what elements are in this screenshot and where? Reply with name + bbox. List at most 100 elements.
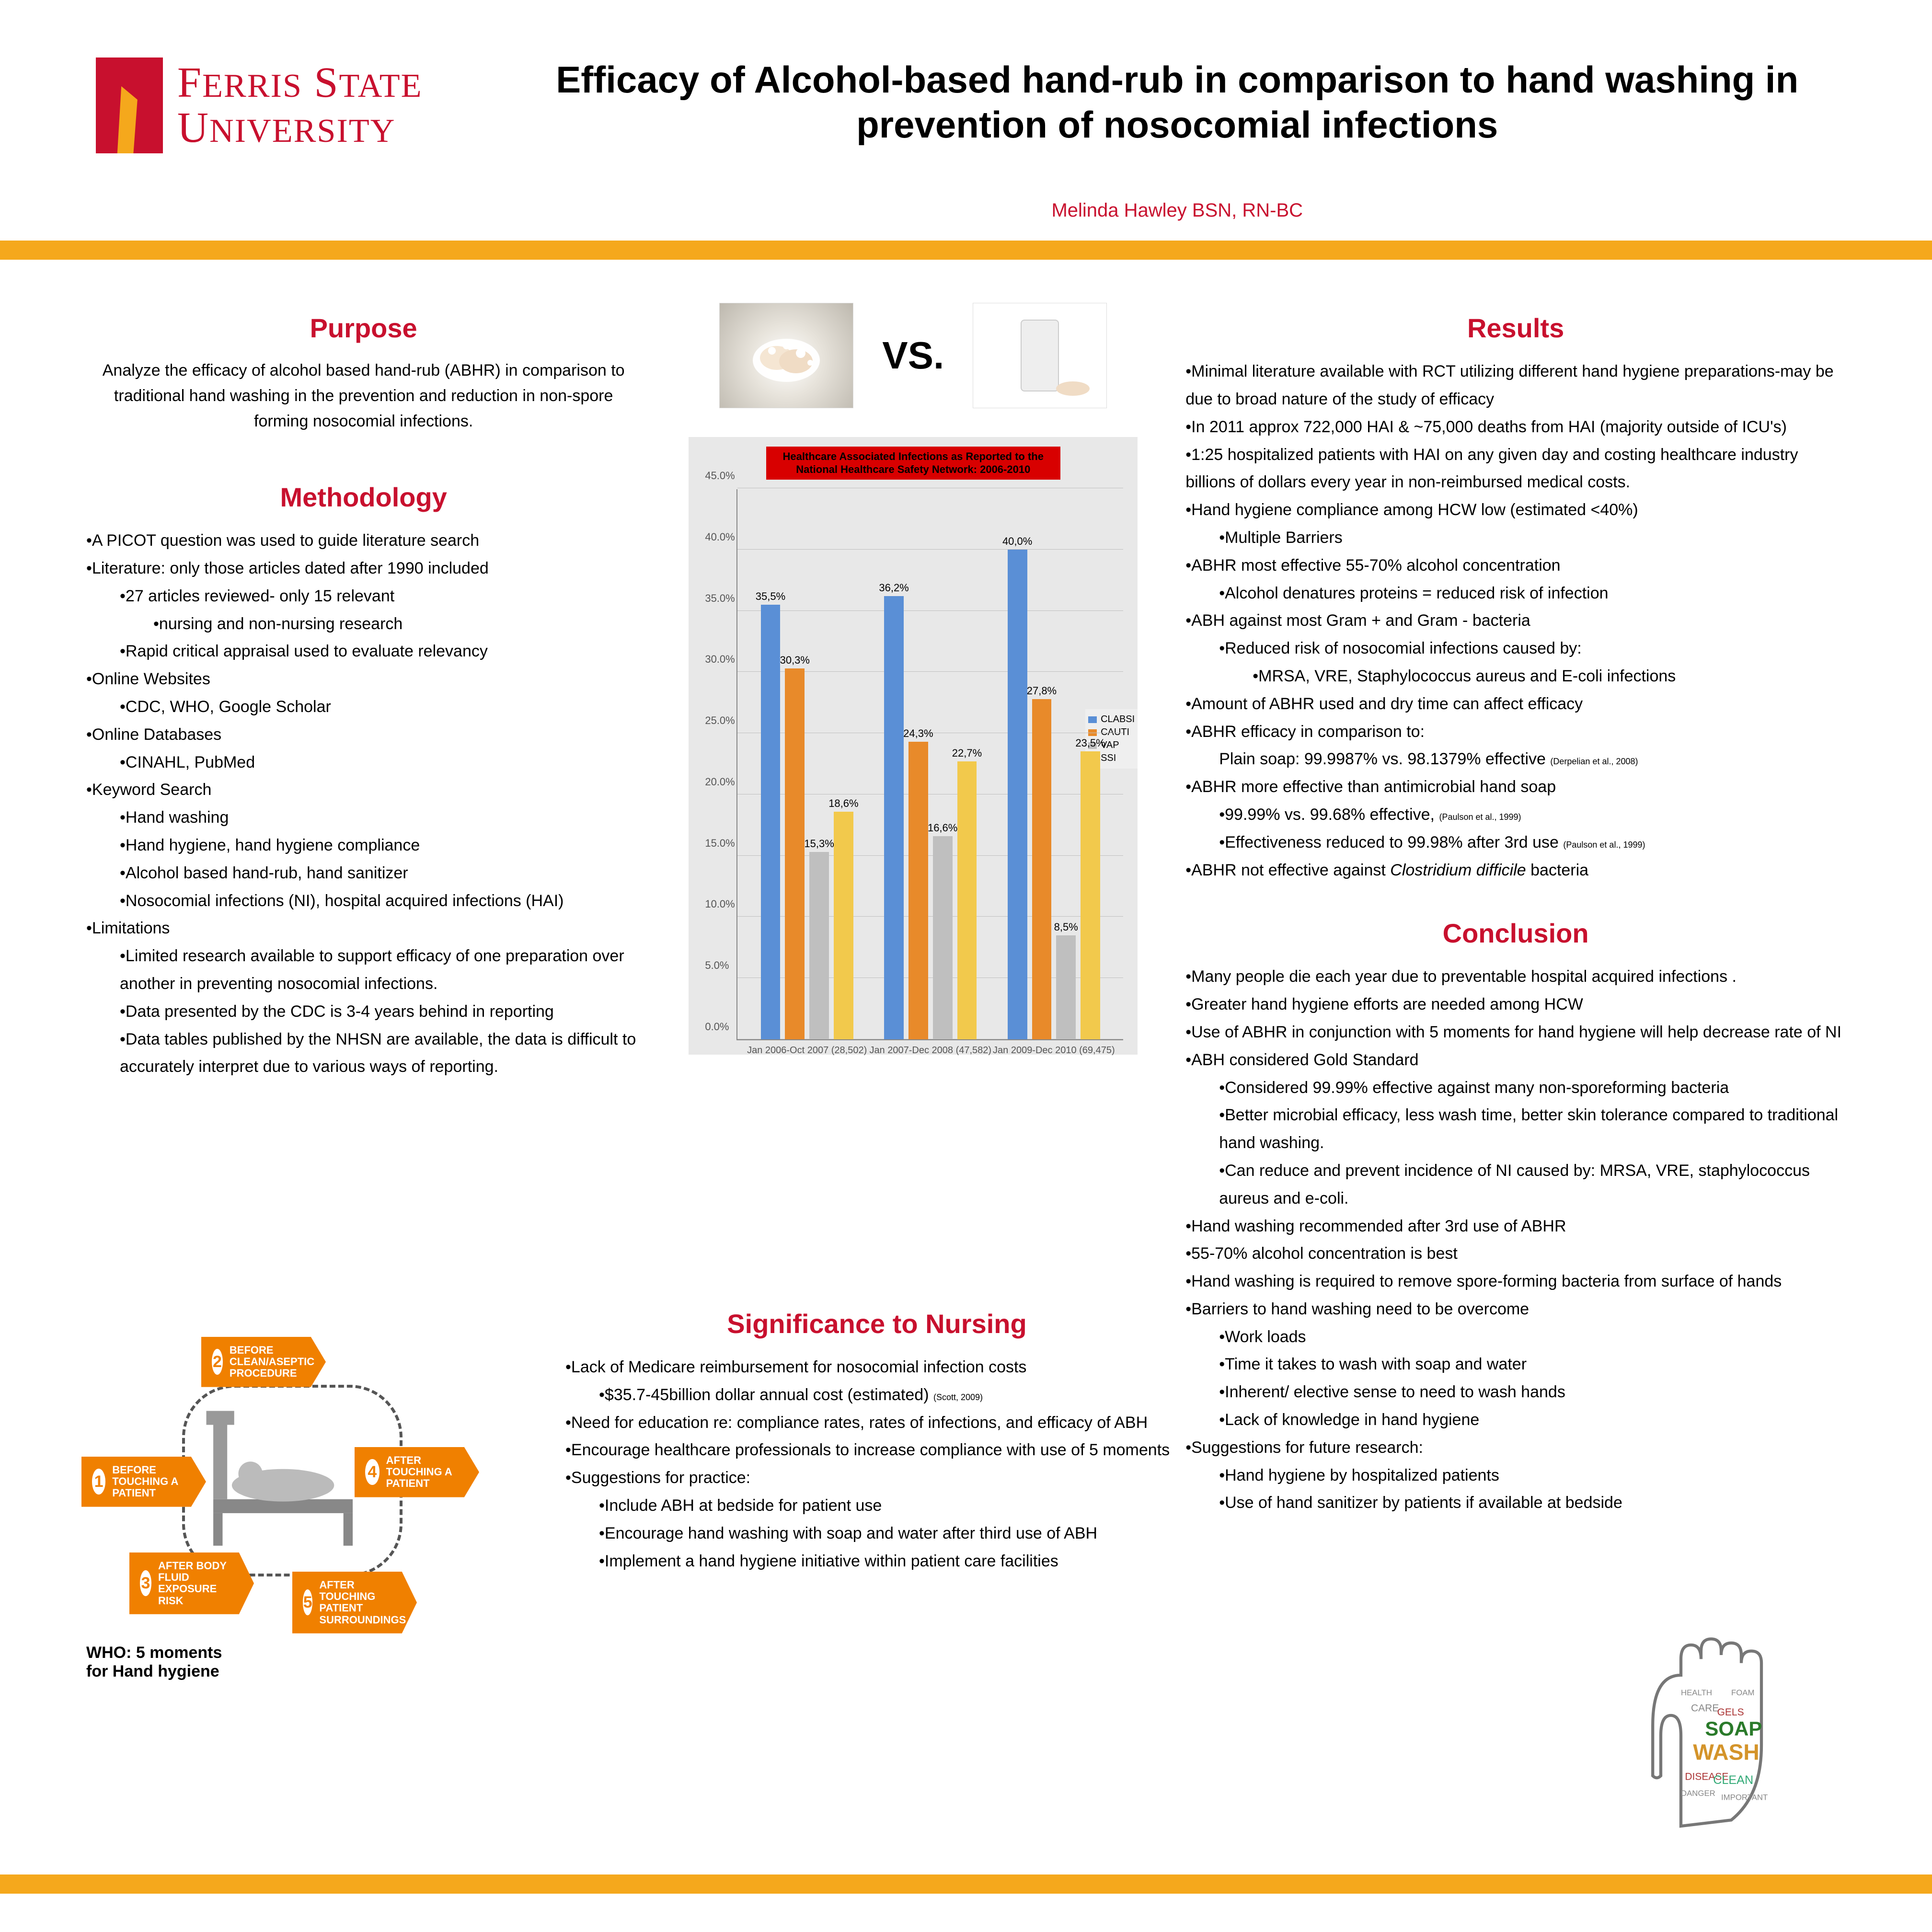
bar-value-label: 27,8%	[1027, 685, 1057, 697]
y-axis-label: 25.0%	[705, 714, 735, 727]
list-item: •Suggestions for practice:	[565, 1464, 1188, 1492]
svg-text:WASH: WASH	[1693, 1739, 1760, 1764]
bar-value-label: 36,2%	[879, 582, 908, 594]
poster-title: Efficacy of Alcohol-based hand-rub in co…	[518, 58, 1836, 147]
bar-value-label: 16,6%	[928, 822, 957, 834]
list-item: •Hand hygiene by hospitalized patients	[1219, 1462, 1846, 1490]
results-heading: Results	[1185, 312, 1846, 344]
svg-text:FOAM: FOAM	[1731, 1688, 1754, 1697]
list-item: •$35.7-45billion dollar annual cost (est…	[599, 1381, 1188, 1409]
list-item: •Alcohol denatures proteins = reduced ri…	[1219, 580, 1846, 608]
list-item: •Many people die each year due to preven…	[1185, 963, 1846, 991]
list-item: •ABHR more effective than antimicrobial …	[1185, 773, 1846, 801]
list-item: •Online Websites	[86, 666, 641, 693]
bar-group: 36,2%24,3%16,6%22,7%Jan 2007-Dec 2008 (4…	[884, 596, 977, 1039]
bar-value-label: 35,5%	[756, 590, 785, 603]
y-axis-label: 15.0%	[705, 837, 735, 850]
list-item: •Lack of knowledge in hand hygiene	[1219, 1406, 1846, 1434]
bar-value-label: 30,3%	[780, 654, 810, 667]
methodology-heading: Methodology	[86, 482, 641, 513]
logo-text: FERRIS STATE UNIVERSITY	[177, 60, 422, 151]
bar: 15,3%	[809, 852, 829, 1039]
list-item: •Use of ABHR in conjunction with 5 momen…	[1185, 1019, 1846, 1046]
list-item: •nursing and non-nursing research	[153, 610, 641, 638]
list-item: •ABH considered Gold Standard	[1185, 1046, 1846, 1074]
x-axis-label: Jan 2006-Oct 2007 (28,502)	[747, 1045, 867, 1056]
list-item: •CDC, WHO, Google Scholar	[120, 693, 641, 721]
y-axis-label: 40.0%	[705, 531, 735, 543]
bar-group: 40,0%27,8%8,5%23,5%Jan 2009-Dec 2010 (69…	[1008, 550, 1100, 1039]
handwashing-image	[719, 303, 853, 408]
moment-arrow-1: 1BEFORE TOUCHING A PATIENT	[81, 1457, 206, 1507]
svg-text:CARE: CARE	[1691, 1703, 1719, 1714]
author-name: Melinda Hawley BSN, RN-BC	[518, 200, 1836, 221]
bar-value-label: 22,7%	[952, 747, 982, 759]
bar: 8,5%	[1056, 935, 1076, 1039]
list-item: •Limited research available to support e…	[120, 943, 641, 998]
svg-text:SOAP: SOAP	[1705, 1717, 1762, 1740]
list-item: •Need for education re: compliance rates…	[565, 1409, 1188, 1437]
bar-value-label: 23,5%	[1075, 737, 1105, 749]
results-list: •Minimal literature available with RCT u…	[1185, 358, 1846, 884]
significance-heading: Significance to Nursing	[565, 1308, 1188, 1339]
svg-text:HEALTH: HEALTH	[1681, 1688, 1712, 1697]
hand-wordcloud-icon: SOAP WASH CARE GELS DISEASE CLEAN HEALTH…	[1621, 1635, 1822, 1836]
list-item: •Use of hand sanitizer by patients if av…	[1219, 1489, 1846, 1517]
list-item: •Work loads	[1219, 1323, 1846, 1351]
who-5-moments-diagram: 1BEFORE TOUCHING A PATIENT2BEFORE CLEAN/…	[86, 1332, 508, 1681]
moment-arrow-2: 2BEFORE CLEAN/ASEPTIC PROCEDURE	[201, 1337, 326, 1387]
list-item: •Inherent/ elective sense to need to was…	[1219, 1379, 1846, 1406]
moments-graphic: 1BEFORE TOUCHING A PATIENT2BEFORE CLEAN/…	[86, 1332, 479, 1639]
list-item: •Keyword Search	[86, 776, 641, 804]
svg-text:IMPORTANT: IMPORTANT	[1721, 1793, 1768, 1802]
moment-arrow-4: 4AFTER TOUCHING A PATIENT	[355, 1447, 479, 1497]
list-item: •MRSA, VRE, Staphylococcus aureus and E-…	[1253, 663, 1846, 690]
list-item: •Hand hygiene, hand hygiene compliance	[120, 832, 641, 860]
right-column: Results •Minimal literature available wi…	[1185, 298, 1846, 1517]
vs-comparison: VS.	[689, 303, 1138, 408]
chart-plot-area: CLABSICAUTIVAPSSI 0.0%5.0%10.0%15.0%20.0…	[736, 489, 1123, 1040]
bar-value-label: 40,0%	[1002, 535, 1032, 548]
list-item: •Time it takes to wash with soap and wat…	[1219, 1351, 1846, 1379]
bar-value-label: 24,3%	[903, 727, 933, 740]
y-axis-label: 10.0%	[705, 898, 735, 910]
hand-wordcloud-image: SOAP WASH CARE GELS DISEASE CLEAN HEALTH…	[1621, 1635, 1822, 1836]
list-item: •Online Databases	[86, 721, 641, 749]
y-axis-label: 30.0%	[705, 653, 735, 666]
list-item: •Barriers to hand washing need to be ove…	[1185, 1296, 1846, 1323]
list-item: •ABHR efficacy in comparison to:	[1185, 718, 1846, 746]
bar: 23,5%	[1081, 751, 1100, 1039]
bar: 16,6%	[933, 836, 953, 1039]
list-item: •ABH against most Gram + and Gram - bact…	[1185, 607, 1846, 635]
y-axis-label: 0.0%	[705, 1021, 729, 1033]
list-item: •Include ABH at bedside for patient use	[599, 1492, 1188, 1520]
list-item: •Rapid critical appraisal used to evalua…	[120, 638, 641, 666]
y-axis-label: 5.0%	[705, 959, 729, 972]
svg-text:DANGER: DANGER	[1681, 1789, 1715, 1798]
title-block: Efficacy of Alcohol-based hand-rub in co…	[518, 58, 1836, 221]
list-item: •ABHR not effective against Clostridium …	[1185, 857, 1846, 885]
list-item: •Data tables published by the NHSN are a…	[120, 1026, 641, 1081]
x-axis-label: Jan 2007-Dec 2008 (47,582)	[869, 1045, 991, 1056]
sanitizer-dispenser-image	[973, 303, 1107, 408]
logo-mark-icon	[96, 58, 163, 153]
list-item: •Can reduce and prevent incidence of NI …	[1219, 1157, 1846, 1213]
significance-list: •Lack of Medicare reimbursement for noso…	[565, 1354, 1188, 1575]
list-item: •Lack of Medicare reimbursement for noso…	[565, 1354, 1188, 1381]
divider-bar-top	[0, 241, 1932, 260]
bar: 22,7%	[957, 761, 977, 1039]
list-item: •Data presented by the CDC is 3-4 years …	[120, 998, 641, 1026]
list-item: •Better microbial efficacy, less wash ti…	[1219, 1102, 1846, 1157]
header: FERRIS STATE UNIVERSITY Efficacy of Alco…	[0, 0, 1932, 241]
list-item: •Encourage hand washing with soap and wa…	[599, 1520, 1188, 1548]
divider-bar-bottom	[0, 1874, 1932, 1894]
list-item: •Implement a hand hygiene initiative wit…	[599, 1548, 1188, 1576]
list-item: •1:25 hospitalized patients with HAI on …	[1185, 441, 1846, 497]
list-item: •Literature: only those articles dated a…	[86, 555, 641, 583]
y-axis-label: 20.0%	[705, 776, 735, 788]
list-item: •Alcohol based hand-rub, hand sanitizer	[120, 860, 641, 887]
list-item: •Amount of ABHR used and dry time can af…	[1185, 690, 1846, 718]
list-item: •ABHR most effective 55-70% alcohol conc…	[1185, 552, 1846, 580]
bar: 35,5%	[761, 605, 781, 1039]
bar: 30,3%	[785, 668, 805, 1039]
